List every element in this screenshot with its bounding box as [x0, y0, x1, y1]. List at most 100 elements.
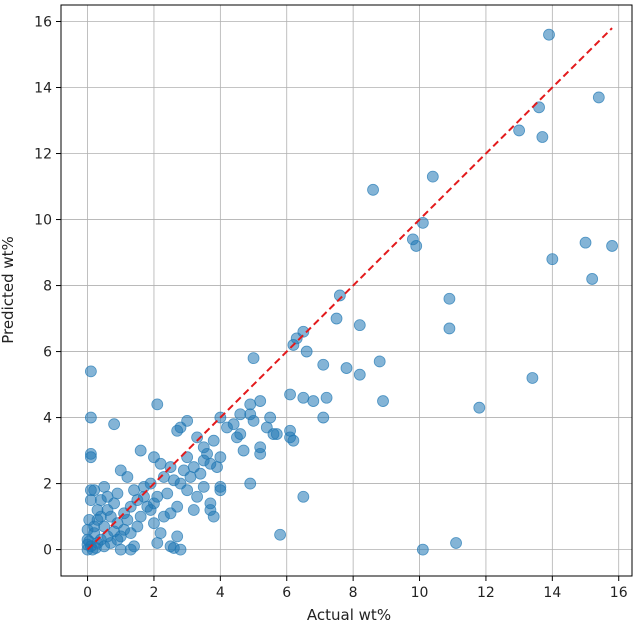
data-point — [171, 424, 184, 437]
data-point — [274, 528, 287, 541]
data-point — [197, 454, 210, 467]
data-point — [151, 537, 164, 549]
x-tick-label: 12 — [477, 585, 495, 601]
data-point — [167, 474, 180, 487]
data-point — [174, 543, 187, 556]
y-tick-label: 6 — [43, 345, 52, 361]
y-tick-label: 14 — [34, 81, 52, 97]
data-point — [121, 513, 134, 526]
data-point — [187, 461, 200, 473]
data-point — [187, 504, 200, 516]
data-point — [138, 480, 150, 493]
data-points — [81, 28, 618, 556]
data-point — [377, 395, 389, 407]
data-point — [128, 540, 140, 553]
data-point — [207, 510, 220, 523]
data-point — [254, 447, 267, 460]
data-point — [317, 411, 330, 424]
data-point — [134, 444, 147, 457]
data-point — [231, 431, 243, 444]
data-point — [536, 131, 549, 143]
data-point — [138, 490, 150, 503]
data-point — [244, 477, 257, 490]
data-point — [367, 183, 379, 196]
y-tick-label: 8 — [43, 279, 52, 295]
plot-frame — [60, 4, 633, 577]
data-point — [221, 421, 233, 434]
data-point — [207, 434, 220, 447]
data-point — [317, 358, 330, 371]
data-point — [579, 236, 592, 249]
data-point — [111, 487, 124, 500]
data-point — [84, 484, 97, 497]
data-point — [333, 289, 346, 302]
data-point — [191, 490, 204, 503]
data-point — [513, 124, 526, 137]
data-point — [197, 480, 210, 493]
data-point — [247, 414, 260, 427]
data-point — [88, 520, 101, 533]
data-point — [426, 170, 439, 183]
x-tick-label: 4 — [216, 585, 225, 601]
tick-marks — [56, 21, 620, 581]
data-point — [300, 345, 313, 358]
y-tick-label: 12 — [34, 147, 52, 163]
data-point — [148, 517, 160, 530]
data-point — [264, 411, 277, 424]
data-point — [247, 352, 260, 365]
data-point — [181, 484, 194, 497]
data-point — [131, 520, 144, 533]
y-tick-label: 4 — [43, 411, 52, 427]
data-point — [114, 530, 127, 543]
x-tick-label: 2 — [149, 585, 158, 601]
data-point — [586, 273, 599, 285]
data-point — [151, 398, 164, 411]
data-point — [373, 355, 386, 368]
data-point — [297, 391, 310, 404]
data-point — [244, 398, 257, 411]
data-point — [353, 319, 366, 332]
data-point — [148, 497, 160, 510]
data-point — [443, 322, 456, 335]
data-point — [161, 487, 174, 500]
data-point — [606, 240, 618, 252]
data-point — [267, 428, 280, 440]
data-point — [284, 424, 296, 437]
x-tick-label: 16 — [610, 585, 628, 601]
reference-line — [86, 27, 613, 551]
y-tick-label: 0 — [43, 543, 52, 559]
data-point — [94, 494, 107, 506]
x-tick-labels: 0 2 4 6 8 10 12 14 16 — [83, 585, 628, 601]
data-point — [330, 312, 343, 325]
data-point — [134, 510, 147, 523]
data-point — [526, 372, 539, 384]
data-point — [410, 240, 423, 252]
x-axis-label: Actual wt% — [307, 606, 391, 624]
data-point — [84, 365, 97, 378]
data-point — [416, 543, 429, 556]
y-axis-label: Predicted wt% — [0, 236, 17, 344]
x-tick-label: 0 — [83, 585, 92, 601]
data-point — [543, 28, 555, 41]
data-point — [284, 388, 296, 401]
data-point — [443, 292, 456, 305]
data-point — [450, 537, 462, 549]
data-point — [211, 461, 223, 473]
y-tick-label: 2 — [43, 477, 52, 493]
data-point — [546, 253, 559, 266]
data-point — [307, 395, 320, 407]
data-point — [214, 480, 227, 493]
data-point — [320, 391, 333, 404]
data-point — [234, 408, 247, 421]
x-tick-label: 6 — [282, 585, 291, 601]
data-point — [592, 91, 605, 104]
y-tick-label: 16 — [34, 15, 52, 31]
data-point — [177, 464, 190, 477]
data-point — [340, 362, 353, 374]
data-point — [84, 411, 97, 424]
data-point — [297, 490, 310, 503]
data-point — [158, 510, 170, 523]
data-point — [114, 543, 127, 556]
data-point — [191, 431, 204, 444]
